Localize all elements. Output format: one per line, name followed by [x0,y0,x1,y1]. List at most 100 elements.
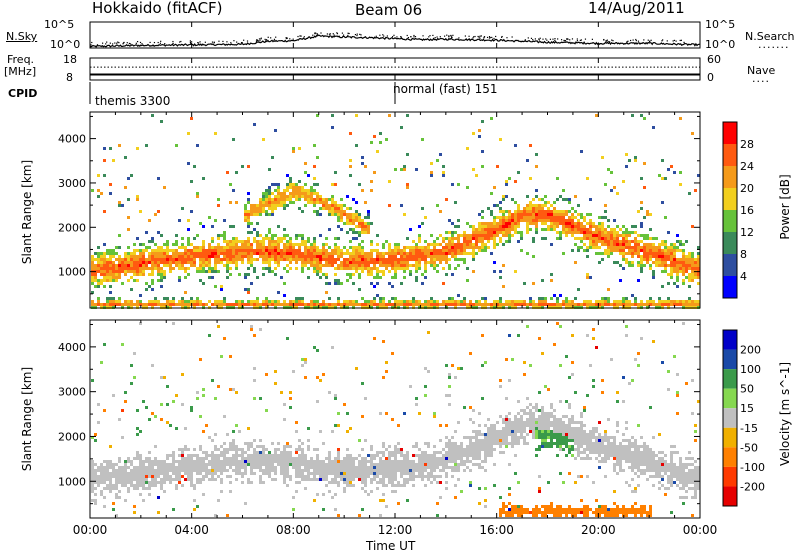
nsearch-point [567,38,569,40]
velocity-cell [211,466,214,469]
velocity-cell [514,508,517,511]
nsearch-point [118,42,120,44]
power-cell [616,246,619,249]
velocity-cell [502,508,505,511]
power-cell [592,222,595,225]
power-cell [676,267,679,270]
power-cell [232,303,235,306]
power-cell [367,252,370,255]
velocity-cell [274,448,277,451]
power-cell [157,252,160,255]
power-cell [238,273,241,276]
power-cell [484,249,487,252]
velocity-cell [130,472,133,475]
power-cell [166,249,169,252]
power-cell [262,198,265,201]
power-cell [541,303,544,306]
power-cell [679,171,682,174]
power-cell [151,240,154,243]
power-cell [268,228,271,231]
power-cell [598,300,601,303]
velocity-cell [313,346,316,349]
power-cell [472,252,475,255]
velocity-cell [118,418,121,421]
velocity-cell [370,472,373,475]
velocity-cell [382,451,385,454]
power-cell [271,252,274,255]
velocity-cell [412,460,415,463]
velocity-cell [271,457,274,460]
power-cell [667,168,670,171]
velocity-cell [487,448,490,451]
velocity-cell [520,508,523,511]
power-cell [178,255,181,258]
power-cell [109,261,112,264]
velocity-cell [265,457,268,460]
power-cell [214,285,217,288]
velocity-cell [343,457,346,460]
power-cell [580,303,583,306]
power-cell [433,249,436,252]
power-cell [646,213,649,216]
velocity-cell [331,463,334,466]
power-cell [229,243,232,246]
velocity-cell [202,475,205,478]
power-cell [286,204,289,207]
velocity-cell [544,433,547,436]
power-cell [613,240,616,243]
power-cell [664,177,667,180]
velocity-cell [337,451,340,454]
power-cell [580,150,583,153]
velocity-cell [490,424,493,427]
velocity-cell [541,427,544,430]
power-cell [382,243,385,246]
power-cell [439,243,442,246]
velocity-cell [268,472,271,475]
velocity-cell [175,487,178,490]
power-cell [319,270,322,273]
velocity-cell [424,463,427,466]
nsearch-point [444,35,446,37]
power-cell [421,246,424,249]
velocity-cell [532,415,535,418]
power-cell [415,261,418,264]
power-cell [325,237,328,240]
velocity-cell [175,472,178,475]
power-cell [403,249,406,252]
nsearch-point [289,38,291,40]
velocity-cell [334,457,337,460]
power-cell [571,225,574,228]
velocity-cell [334,460,337,463]
power-cell [673,300,676,303]
velocity-cell [487,436,490,439]
power-cell [163,261,166,264]
nsearch-point [428,36,430,38]
power-cell [151,273,154,276]
power-cell [124,252,127,255]
velocity-cell [526,511,529,514]
power-cell [637,252,640,255]
power-cell [172,249,175,252]
power-cell [262,243,265,246]
velocity-cell [355,472,358,475]
power-cell [313,237,316,240]
power-cell [307,195,310,198]
nsearch-point [314,33,316,35]
power-cell [580,231,583,234]
power-cell [346,258,349,261]
power-cell [676,285,679,288]
power-cell [490,228,493,231]
velocity-cell [553,508,556,511]
power-cell [607,303,610,306]
velocity-cell [187,463,190,466]
power-cell [103,174,106,177]
nsearch-point [356,34,358,37]
velocity-cell [418,454,421,457]
velocity-cell [442,448,445,451]
power-cell [136,195,139,198]
power-cell [256,258,259,261]
power-cell [457,237,460,240]
power-cell [250,261,253,264]
velocity-cell [241,451,244,454]
power-cell [520,234,523,237]
